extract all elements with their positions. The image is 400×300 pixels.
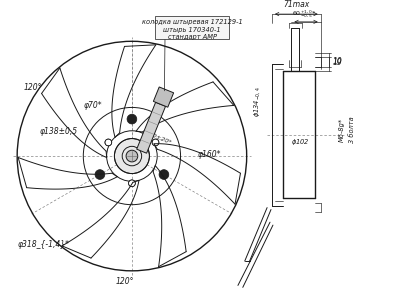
Circle shape	[128, 180, 135, 187]
Text: 71max: 71max	[283, 0, 310, 9]
Text: стандарт AMP: стандарт AMP	[168, 34, 217, 40]
Text: M6-8g*: M6-8g*	[339, 118, 345, 142]
Polygon shape	[137, 102, 166, 153]
Circle shape	[105, 139, 112, 146]
Text: φ318_{-1,4}*: φ318_{-1,4}*	[17, 240, 69, 249]
Text: колодка штыревая 172129-1: колодка штыревая 172129-1	[142, 19, 242, 25]
Text: 120°: 120°	[116, 277, 134, 286]
Text: $\phi$134$_{-0,4}$: $\phi$134$_{-0,4}$	[252, 86, 262, 117]
Bar	[155, 16, 229, 39]
Circle shape	[95, 170, 105, 179]
Text: штырь 170340-1: штырь 170340-1	[164, 27, 221, 33]
Text: φ138±0,5: φ138±0,5	[40, 127, 78, 136]
Text: 120°: 120°	[24, 83, 42, 92]
Text: $60^{+1,0}_{-0,5}$*: $60^{+1,0}_{-0,5}$*	[292, 8, 317, 19]
Text: 19: 19	[332, 58, 342, 67]
Circle shape	[159, 170, 169, 179]
Text: 10: 10	[332, 57, 342, 66]
Circle shape	[127, 114, 137, 124]
Text: 3 болта: 3 болта	[349, 116, 355, 143]
Text: 300±20*: 300±20*	[145, 130, 173, 145]
Text: φ70*: φ70*	[83, 101, 102, 110]
Circle shape	[126, 150, 138, 162]
Text: φ160*: φ160*	[198, 150, 222, 159]
Text: $\phi$102: $\phi$102	[291, 137, 310, 147]
Circle shape	[114, 139, 150, 174]
Polygon shape	[153, 87, 174, 107]
Circle shape	[152, 139, 159, 146]
